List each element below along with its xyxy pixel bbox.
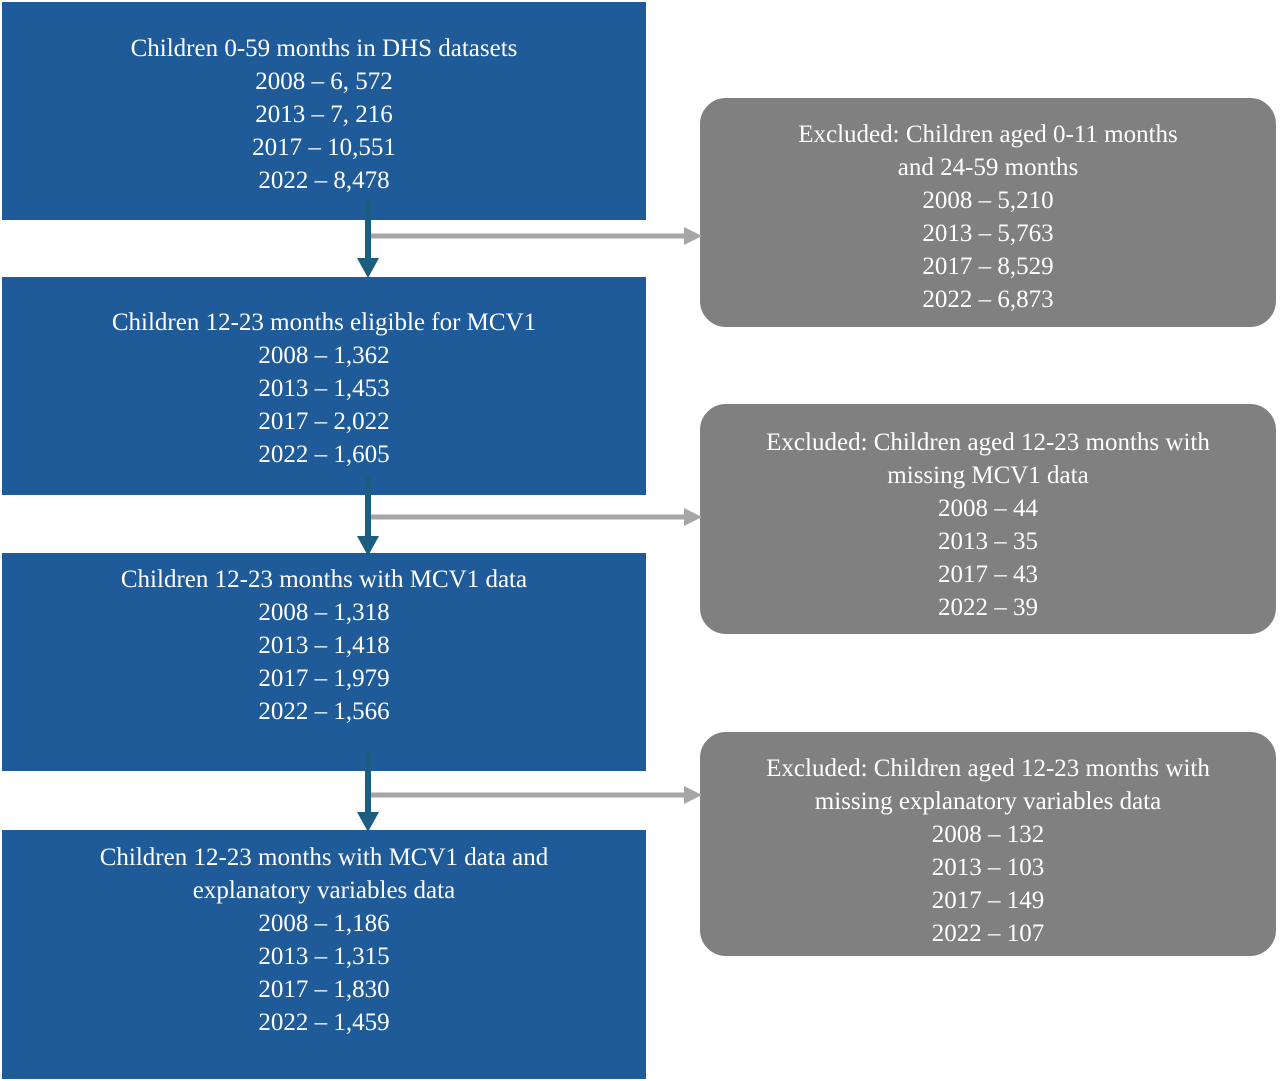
count-2013: 2013 – 103 [931, 854, 1045, 881]
flow-box-final-sample: Children 12-23 months with MCV1 data and… [2, 830, 646, 1079]
count-2013: 2013 – 7, 216 [255, 101, 393, 128]
count-2022: 2022 – 8,478 [258, 167, 390, 194]
count-2013: 2013 – 35 [938, 528, 1038, 555]
side-arrow-3 [371, 786, 702, 804]
side-arrow-2 [371, 508, 702, 526]
down-arrow-2 [357, 476, 379, 556]
count-2022: 2022 – 1,459 [258, 1009, 390, 1036]
count-2008: 2008 – 1,362 [258, 342, 390, 369]
box-title-line: explanatory variables data [192, 877, 456, 904]
box-title-line: and 24-59 months [897, 154, 1079, 181]
count-2022: 2022 – 1,605 [258, 441, 390, 468]
count-2017: 2017 – 10,551 [252, 134, 396, 161]
count-2008: 2008 – 6, 572 [255, 68, 393, 95]
box-title-line: missing explanatory variables data [814, 788, 1162, 815]
count-2022: 2022 – 6,873 [922, 286, 1054, 313]
count-2017: 2017 – 1,830 [258, 976, 390, 1003]
box-title-line: Children 12-23 months with MCV1 data [120, 566, 528, 593]
down-arrow-3 [357, 752, 379, 832]
count-2017: 2017 – 8,529 [922, 253, 1054, 280]
count-2008: 2008 – 5,210 [922, 187, 1054, 214]
count-2013: 2013 – 1,453 [258, 375, 390, 402]
box-title-line: Excluded: Children aged 12-23 months wit… [766, 755, 1210, 782]
excluded-box-age: Excluded: Children aged 0-11 months and … [698, 96, 1278, 329]
down-arrow-1 [357, 197, 379, 278]
excluded-box-missing-mcv1: Excluded: Children aged 12-23 months wit… [698, 402, 1278, 636]
flow-box-all-children: Children 0-59 months in DHS datasets 200… [2, 2, 646, 220]
count-2008: 2008 – 1,318 [258, 599, 390, 626]
count-2013: 2013 – 5,763 [922, 220, 1054, 247]
box-title-line: Children 0-59 months in DHS datasets [130, 35, 518, 62]
flow-box-eligible-mcv1: Children 12-23 months eligible for MCV1 … [2, 277, 646, 495]
box-title-line: Excluded: Children aged 12-23 months wit… [766, 429, 1210, 456]
box-title-line: Excluded: Children aged 0-11 months [798, 121, 1178, 148]
box-title-line: Children 12-23 months eligible for MCV1 [111, 309, 537, 336]
count-2017: 2017 – 149 [931, 887, 1045, 914]
excluded-box-missing-explanatory: Excluded: Children aged 12-23 months wit… [698, 730, 1278, 958]
count-2008: 2008 – 1,186 [258, 910, 390, 937]
count-2013: 2013 – 1,418 [258, 632, 390, 659]
count-2008: 2008 – 44 [938, 495, 1038, 522]
count-2017: 2017 – 1,979 [258, 665, 390, 692]
side-arrow-1 [371, 227, 702, 245]
count-2022: 2022 – 1,566 [258, 698, 390, 725]
count-2017: 2017 – 43 [938, 561, 1038, 588]
count-2008: 2008 – 132 [931, 821, 1045, 848]
flow-box-with-mcv1-data: Children 12-23 months with MCV1 data 200… [2, 553, 646, 771]
count-2017: 2017 – 2,022 [258, 408, 390, 435]
count-2022: 2022 – 107 [931, 920, 1045, 947]
box-title-line: Children 12-23 months with MCV1 data and [99, 844, 549, 871]
count-2022: 2022 – 39 [938, 594, 1038, 621]
count-2013: 2013 – 1,315 [258, 943, 390, 970]
box-title-line: missing MCV1 data [887, 462, 1089, 489]
